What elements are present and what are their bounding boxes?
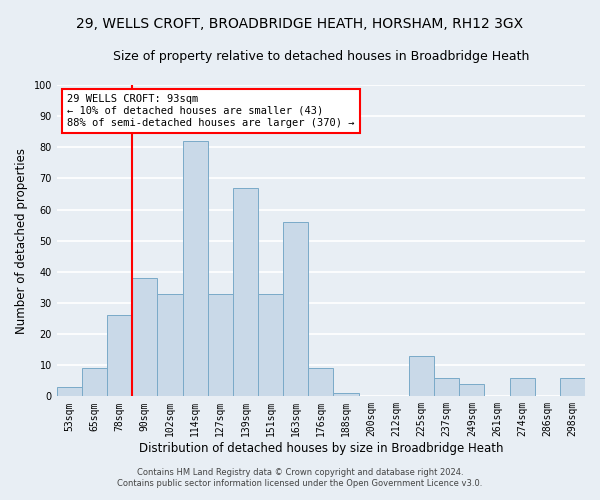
Bar [208,294,233,397]
Bar [560,378,585,396]
Bar [434,378,459,396]
Bar [57,387,82,396]
Bar [132,278,157,396]
Bar [258,294,283,397]
X-axis label: Distribution of detached houses by size in Broadbridge Heath: Distribution of detached houses by size … [139,442,503,455]
Text: 29, WELLS CROFT, BROADBRIDGE HEATH, HORSHAM, RH12 3GX: 29, WELLS CROFT, BROADBRIDGE HEATH, HORS… [76,18,524,32]
Bar [107,316,132,396]
Bar [233,188,258,396]
Bar [283,222,308,396]
Y-axis label: Number of detached properties: Number of detached properties [15,148,28,334]
Bar [182,141,208,397]
Title: Size of property relative to detached houses in Broadbridge Heath: Size of property relative to detached ho… [113,50,529,63]
Bar [509,378,535,396]
Bar [157,294,182,397]
Bar [459,384,484,396]
Bar [334,393,359,396]
Text: Contains HM Land Registry data © Crown copyright and database right 2024.
Contai: Contains HM Land Registry data © Crown c… [118,468,482,487]
Text: 29 WELLS CROFT: 93sqm
← 10% of detached houses are smaller (43)
88% of semi-deta: 29 WELLS CROFT: 93sqm ← 10% of detached … [67,94,355,128]
Bar [82,368,107,396]
Bar [308,368,334,396]
Bar [409,356,434,397]
